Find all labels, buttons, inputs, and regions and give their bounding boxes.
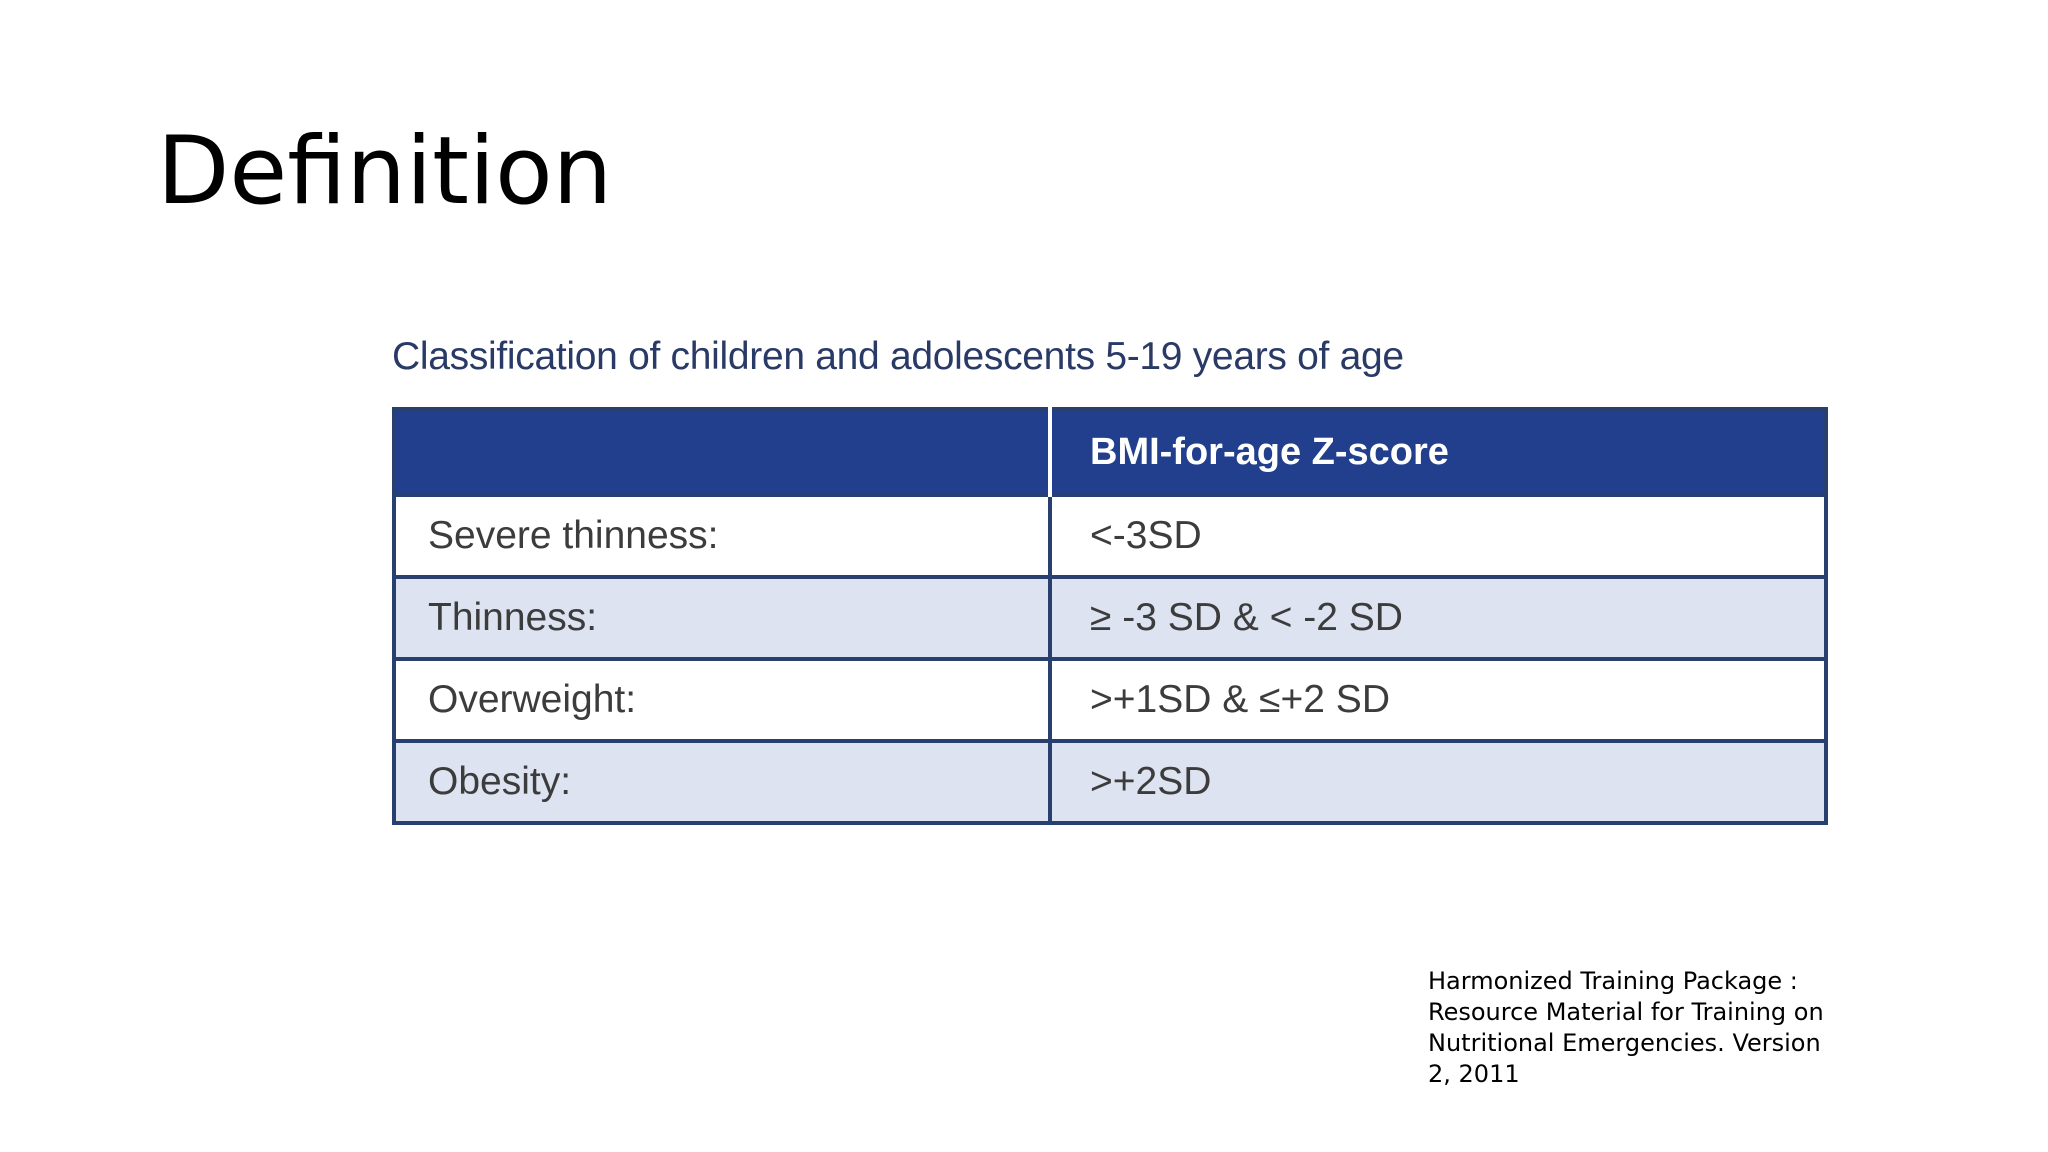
- table-row: Severe thinness: <-3SD: [392, 493, 1828, 577]
- category-cell: Severe thinness:: [392, 493, 1052, 577]
- table-caption: Classification of children and adolescen…: [392, 335, 1404, 378]
- value-cell: >+1SD & ≤+2 SD: [1048, 657, 1828, 741]
- bmi-classification-table: BMI-for-age Z-score Severe thinness: <-3…: [392, 407, 1828, 825]
- header-cell-zscore: BMI-for-age Z-score: [1050, 409, 1826, 495]
- table-header-row: BMI-for-age Z-score: [394, 409, 1826, 495]
- category-cell: Obesity:: [392, 739, 1052, 823]
- header-cell-category: [394, 409, 1052, 495]
- slide-title: Definition: [157, 117, 613, 226]
- value-cell: >+2SD: [1048, 739, 1828, 823]
- category-cell: Overweight:: [392, 657, 1052, 741]
- value-cell: <-3SD: [1048, 493, 1828, 577]
- table-row: Thinness: ≥ -3 SD & < -2 SD: [392, 575, 1828, 659]
- value-cell: ≥ -3 SD & < -2 SD: [1048, 575, 1828, 659]
- table-row: Overweight: >+1SD & ≤+2 SD: [392, 657, 1828, 741]
- table-row: Obesity: >+2SD: [392, 739, 1828, 823]
- category-cell: Thinness:: [392, 575, 1052, 659]
- source-reference: Harmonized Training Package : Resource M…: [1428, 967, 1824, 1088]
